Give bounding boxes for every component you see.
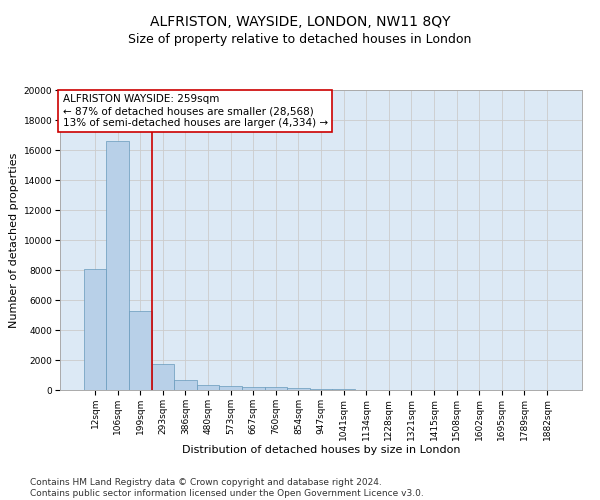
Bar bbox=[265, 387, 287, 390]
Text: ALFRISTON, WAYSIDE, LONDON, NW11 8QY: ALFRISTON, WAYSIDE, LONDON, NW11 8QY bbox=[150, 15, 450, 29]
Bar bbox=[106, 141, 129, 390]
Bar bbox=[152, 364, 174, 390]
Bar bbox=[174, 380, 197, 390]
X-axis label: Distribution of detached houses by size in London: Distribution of detached houses by size … bbox=[182, 446, 460, 456]
Text: ALFRISTON WAYSIDE: 259sqm
← 87% of detached houses are smaller (28,568)
13% of s: ALFRISTON WAYSIDE: 259sqm ← 87% of detac… bbox=[62, 94, 328, 128]
Text: Size of property relative to detached houses in London: Size of property relative to detached ho… bbox=[128, 32, 472, 46]
Bar bbox=[310, 389, 332, 390]
Bar bbox=[242, 388, 265, 390]
Text: Contains HM Land Registry data © Crown copyright and database right 2024.
Contai: Contains HM Land Registry data © Crown c… bbox=[30, 478, 424, 498]
Bar bbox=[84, 268, 106, 390]
Bar bbox=[197, 385, 220, 390]
Bar bbox=[220, 386, 242, 390]
Bar bbox=[287, 388, 310, 390]
Bar bbox=[129, 310, 152, 390]
Y-axis label: Number of detached properties: Number of detached properties bbox=[10, 152, 19, 328]
